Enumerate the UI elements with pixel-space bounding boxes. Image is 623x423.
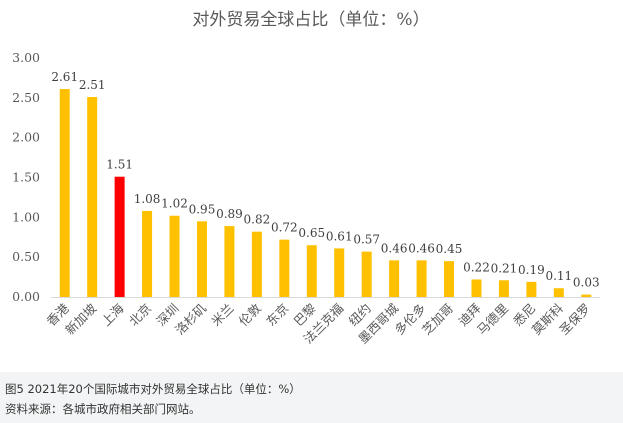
bar [306, 245, 317, 297]
bar [444, 261, 455, 297]
y-tick-label: 1.50 [12, 170, 40, 185]
data-label: 0.82 [244, 213, 271, 227]
data-label: 2.51 [79, 78, 106, 92]
data-label: 1.08 [134, 192, 161, 206]
x-tick-label: 马德里 [474, 301, 511, 338]
data-label: 0.21 [491, 261, 518, 275]
x-tick-label: 洛杉矶 [172, 300, 209, 337]
x-tick-label: 圣保罗 [556, 301, 593, 338]
data-label: 0.45 [436, 242, 463, 256]
bars [59, 89, 592, 297]
data-label: 0.89 [216, 207, 243, 221]
x-tick-label: 东京 [263, 301, 291, 329]
y-axis: 0.00 0.50 1.00 1.50 2.00 2.50 3.00 [12, 50, 40, 304]
x-tick-label: 伦敦 [236, 300, 265, 329]
bar [224, 226, 235, 297]
bar [553, 288, 564, 297]
bar [471, 279, 482, 297]
data-label: 0.61 [326, 229, 353, 243]
y-tick-label: 0.50 [12, 249, 40, 264]
y-tick-label: 3.00 [12, 50, 40, 65]
x-tick-label: 芝加哥 [419, 301, 456, 338]
y-tick-label: 0.00 [12, 289, 40, 304]
data-label: 0.19 [518, 263, 545, 277]
data-label: 0.95 [189, 202, 216, 216]
bar-chart: 对外贸易全球占比（单位：%） 0.00 0.50 1.00 1.50 2.00 2.50 3… [12, 10, 600, 346]
bar [114, 176, 125, 297]
y-tick-label: 2.00 [12, 130, 40, 145]
source-note: 资料来源：各城市政府相关部门网站。 [5, 402, 201, 416]
bar [581, 294, 592, 297]
bar [142, 210, 153, 297]
data-label: 0.57 [353, 233, 380, 247]
bar [498, 280, 509, 297]
data-label: 0.03 [573, 276, 600, 290]
data-label: 1.02 [161, 197, 188, 211]
x-tick-label: 上海 [98, 300, 127, 329]
data-label: 2.61 [51, 70, 78, 84]
bar [526, 281, 537, 297]
bar [279, 239, 290, 297]
chart-title: 对外贸易全球占比（单位：%） [192, 10, 429, 30]
data-label: 0.72 [271, 221, 298, 235]
chart-card: 对外贸易全球占比（单位：%） 0.00 0.50 1.00 1.50 2.00 2.50 3… [12, 10, 600, 347]
data-label: 0.46 [408, 241, 435, 255]
bar [87, 97, 98, 297]
figure-caption-area: 图5 2021年20个国际城市对外贸易全球占比（单位：%） 资料来源：各城市政府… [0, 372, 623, 423]
bar [389, 260, 400, 297]
x-tick-label: 米兰 [208, 301, 236, 329]
data-label: 1.51 [106, 158, 133, 172]
y-tick-label: 2.50 [12, 90, 40, 105]
bar [196, 221, 207, 297]
x-tick-label: 新加坡 [62, 300, 99, 337]
x-tick-label: 北京 [126, 301, 154, 329]
data-label: 0.65 [298, 226, 325, 240]
bar [361, 251, 372, 297]
bar [59, 89, 70, 297]
bar [251, 231, 262, 297]
y-tick-label: 1.00 [12, 209, 40, 224]
data-label: 0.11 [545, 269, 572, 283]
data-label: 0.22 [463, 260, 490, 274]
bar [416, 260, 427, 297]
data-label: 0.46 [381, 241, 408, 255]
figure-caption: 图5 2021年20个国际城市对外贸易全球占比（单位：%） [5, 382, 301, 396]
bar [334, 248, 345, 297]
data-labels: 2.612.51 1.51 1.08 1.02 0.95 0.89 0.820.72 0.65… [51, 70, 599, 290]
bar [169, 215, 180, 297]
